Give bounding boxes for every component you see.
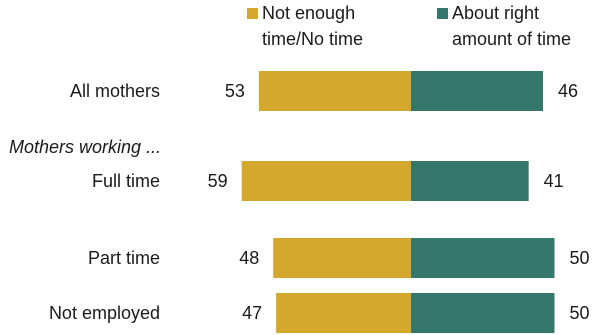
category-label: Not employed [49,303,160,323]
legend-swatch-1 [247,8,258,19]
value-label-about-right: 46 [558,81,578,101]
category-label: Part time [88,248,160,268]
value-label-not-enough-time: 48 [239,248,259,268]
value-label-about-right: 50 [570,248,590,268]
legend-label-1-line-1: Not enough [262,3,355,23]
legend-label-1-line-2: time/No time [262,29,363,49]
bar-not-enough-time [276,293,411,333]
legend-swatch-2 [437,8,448,19]
legend: Not enough time/No time About right amount … [247,3,571,49]
group-heading: Mothers working ... [9,137,161,157]
category-label: Full time [92,171,160,191]
value-label-not-enough-time: 53 [225,81,245,101]
bar-about-right [411,293,555,333]
category-label: All mothers [70,81,160,101]
legend-label-2-line-1: About right [452,3,539,23]
bar-about-right [411,71,544,111]
value-label-about-right: 41 [544,171,564,191]
bar-not-enough-time [273,238,411,278]
value-label-about-right: 50 [570,303,590,323]
bar-about-right [411,238,555,278]
value-label-not-enough-time: 47 [242,303,262,323]
bar-not-enough-time [258,71,411,111]
bars: All mothers 53 46 Full time 59 41 Part time 48 5… [49,71,590,333]
legend-label-2-line-2: amount of time [452,29,571,49]
bar-not-enough-time [241,161,411,201]
bar-about-right [411,161,529,201]
value-label-not-enough-time: 59 [208,171,228,191]
